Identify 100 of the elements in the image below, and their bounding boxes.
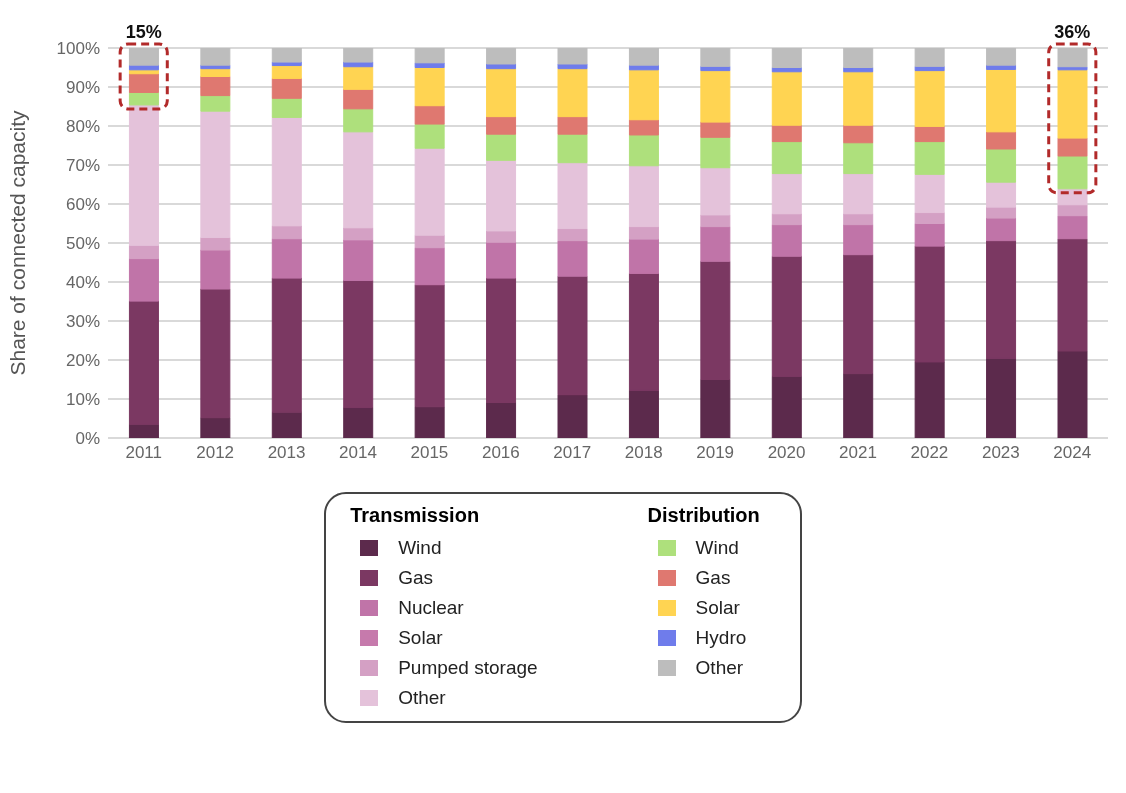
bar [771, 173, 802, 215]
bar [1057, 48, 1088, 68]
annotation: 15% [125, 22, 162, 42]
legend-label: Nuclear [398, 597, 464, 619]
legend-label: Wind [398, 537, 442, 559]
bar [271, 65, 302, 79]
legend-label: Wind [695, 537, 739, 559]
legend-label: Solar [695, 597, 740, 619]
bar [700, 167, 731, 216]
bar [557, 228, 588, 242]
bar [1057, 238, 1088, 352]
bar [343, 279, 374, 409]
bar [628, 226, 659, 240]
bar [414, 123, 445, 149]
text: Distribution [647, 504, 760, 526]
x-tick-label: 2014 [339, 443, 377, 463]
bar [628, 238, 659, 274]
bar [771, 124, 802, 143]
legend-label: Solar [398, 627, 443, 649]
bar [771, 141, 802, 175]
bar [914, 361, 945, 438]
bar [771, 71, 802, 126]
bar [914, 125, 945, 143]
bar [271, 97, 302, 118]
bar [914, 245, 945, 363]
bar [628, 48, 659, 66]
bar [986, 68, 1017, 133]
bar [700, 226, 731, 262]
bar [557, 162, 588, 230]
bar [271, 238, 302, 279]
bar [557, 48, 588, 65]
bar [128, 48, 159, 66]
bar [271, 116, 302, 227]
bar [700, 136, 731, 169]
y-tick-label: 0% [75, 429, 100, 449]
bar [628, 389, 659, 438]
x-tick-label: 2017 [553, 443, 592, 463]
bar [843, 48, 874, 68]
bar [343, 227, 374, 241]
bar [843, 124, 874, 144]
bar [771, 213, 802, 226]
bar [200, 48, 231, 66]
bar [200, 95, 231, 112]
x-tick-label: 2024 [1053, 443, 1092, 463]
bar [486, 159, 517, 232]
bar [414, 284, 445, 408]
bar [343, 131, 374, 229]
bar [343, 48, 374, 63]
bar [771, 255, 802, 377]
bar [486, 48, 517, 65]
bar [128, 91, 159, 106]
bar [414, 67, 445, 107]
y-tick-label: 100% [56, 39, 100, 59]
bar [200, 75, 231, 97]
bar [986, 181, 1017, 208]
bar [843, 71, 874, 126]
bar [414, 406, 445, 438]
bar [557, 394, 588, 438]
bar [914, 70, 945, 127]
legend-label: Pumped storage [398, 657, 538, 679]
bar [486, 277, 517, 404]
bar [271, 277, 302, 413]
x-tick-label: 2019 [696, 443, 735, 463]
x-tick-label: 2020 [767, 443, 806, 463]
bar [628, 119, 659, 136]
y-tick-label: 50% [65, 234, 100, 254]
y-tick-label: 60% [65, 195, 100, 215]
x-tick-label: 2012 [196, 443, 235, 463]
y-tick-label: 20% [65, 351, 100, 371]
bar [271, 225, 302, 240]
y-tick-label: 40% [65, 273, 100, 293]
bar [414, 48, 445, 64]
y-tick-label: 90% [65, 78, 100, 98]
bar [557, 68, 588, 118]
x-tick-label: 2023 [981, 443, 1020, 463]
bar [557, 133, 588, 164]
bar [700, 214, 731, 228]
bar [557, 116, 588, 135]
x-tick-label: 2015 [410, 443, 449, 463]
bar [986, 357, 1017, 438]
bar [843, 224, 874, 256]
bar [486, 241, 517, 279]
bar [200, 249, 231, 290]
bar [557, 275, 588, 396]
bar [1057, 137, 1088, 157]
bar [700, 48, 731, 67]
bar [271, 411, 302, 438]
bar [1057, 215, 1088, 240]
bar [771, 375, 802, 438]
y-tick-label: 30% [65, 312, 100, 332]
bar [914, 141, 945, 175]
legend-label: Gas [695, 567, 731, 589]
bar [271, 48, 302, 63]
bar [414, 62, 445, 68]
legend-label: Other [695, 657, 744, 679]
bar [700, 70, 731, 123]
bar [557, 240, 588, 277]
y-tick-label: 80% [65, 117, 100, 137]
bar [986, 48, 1017, 66]
y-tick-label: 70% [65, 156, 100, 176]
